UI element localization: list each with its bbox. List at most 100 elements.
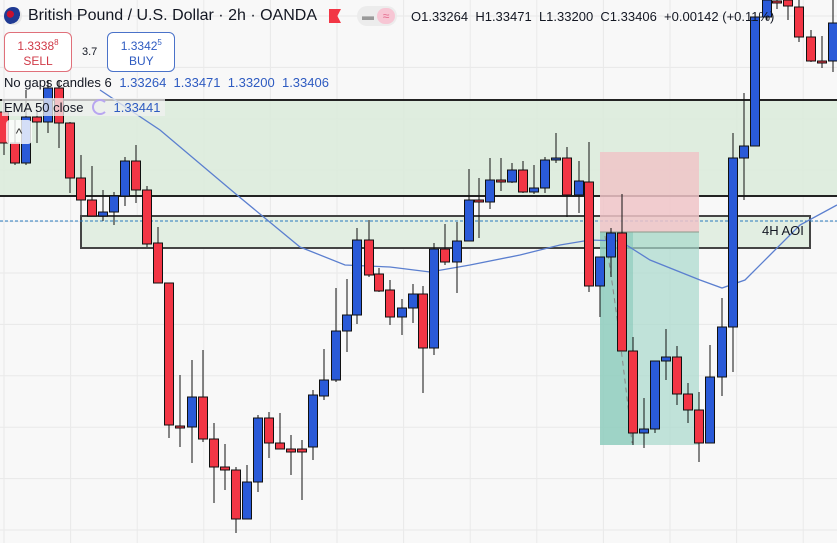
candle-bullish — [574, 180, 584, 196]
candle-bullish — [308, 394, 318, 448]
candle-bearish — [474, 199, 484, 203]
chart-style-toggle[interactable]: ▬ ≈ — [356, 6, 397, 26]
candle-bullish — [507, 169, 517, 183]
buy-price-pip: 5 — [157, 38, 162, 47]
buy-button[interactable]: 1.33425 BUY — [107, 32, 176, 72]
ema-line — [99, 89, 837, 289]
candle-bearish — [264, 417, 274, 444]
sell-label: SELL — [23, 54, 53, 68]
candle-bearish — [231, 469, 241, 520]
candle-bearish — [806, 36, 816, 62]
aoi-label: 4H AOI — [762, 223, 804, 238]
indicator-no-gaps-candles[interactable]: No gaps candles 6 1.33264 1.33471 1.3320… — [4, 75, 329, 90]
candle-bearish — [198, 396, 208, 440]
candle-bearish — [584, 181, 594, 287]
candle-bearish — [209, 438, 219, 468]
close-value: C1.33406 — [600, 8, 657, 24]
candle-bearish — [617, 232, 627, 352]
candle-bearish — [783, 0, 793, 7]
candle-bearish — [418, 293, 428, 349]
candle-bearish — [65, 122, 75, 179]
candle-bullish — [650, 360, 660, 430]
candle-bearish — [153, 242, 163, 284]
candle-bearish — [297, 448, 307, 453]
symbol-header: British Pound / U.S. Dollar · 2h · OANDA… — [4, 6, 774, 26]
indicator-value: 1.33441 — [113, 100, 161, 115]
candle-bearish — [175, 425, 185, 429]
take-profit-filled — [600, 232, 633, 445]
candle-bullish — [408, 293, 418, 309]
loading-icon — [91, 99, 108, 115]
candle-bullish — [352, 239, 362, 316]
candle-bullish — [98, 211, 108, 217]
symbol-title[interactable]: British Pound / U.S. Dollar · 2h · OANDA — [28, 7, 317, 24]
candle-bullish — [762, 0, 772, 18]
candle-bearish — [76, 177, 86, 201]
candle-bearish — [364, 239, 374, 276]
candle-bearish — [817, 60, 827, 64]
candle-bullish — [828, 22, 837, 62]
sell-button[interactable]: 1.33388 SELL — [4, 32, 72, 72]
candle-bearish — [694, 409, 704, 444]
candle-bearish — [164, 282, 174, 426]
wave-icon[interactable]: ≈ — [376, 8, 395, 24]
candle-bearish — [275, 442, 285, 450]
low-value: L1.33200 — [538, 8, 594, 24]
candle-bullish — [120, 160, 130, 197]
candle-bullish — [187, 396, 197, 428]
candle-bullish — [639, 428, 649, 434]
candle-bearish — [496, 179, 506, 183]
candle-bullish — [242, 481, 252, 520]
trade-panel: 1.33388 SELL 3.7 1.33425 BUY — [4, 32, 176, 72]
line-style-icon[interactable]: ▬ — [361, 9, 374, 23]
candle-bullish — [109, 195, 119, 213]
candle-bullish — [661, 356, 671, 362]
candle-bearish — [87, 199, 97, 217]
candle-bearish — [683, 393, 693, 411]
candle-bearish — [518, 169, 528, 193]
candle-bullish — [464, 199, 474, 242]
candle-bullish — [606, 232, 616, 258]
candle-bullish — [529, 187, 539, 193]
candle-bearish — [220, 466, 230, 471]
indicator-name: No gaps candles 6 — [4, 75, 112, 90]
candle-bearish — [794, 6, 804, 38]
candle-bearish — [772, 0, 782, 4]
indicator-ema[interactable]: EMA 50 close 1.33441 — [2, 98, 165, 116]
gbp-usd-flag-icon — [4, 7, 22, 25]
indicator-name: EMA 50 close — [4, 100, 84, 115]
change-value: +0.00142 (+0.11%) — [664, 8, 775, 24]
candle-bearish — [440, 248, 450, 263]
buy-price: 1.3342 — [120, 39, 158, 53]
candle-bullish — [728, 157, 738, 328]
candle-bullish — [551, 157, 561, 161]
candle-bullish — [331, 330, 341, 381]
candle-bearish — [628, 350, 638, 434]
collapse-legend-button[interactable]: ^ — [6, 120, 32, 144]
bookmark-flag-icon[interactable] — [328, 9, 341, 23]
buy-label: BUY — [128, 54, 154, 68]
indicator-values: 1.33264 1.33471 1.33200 1.33406 — [119, 75, 329, 90]
candle-bearish — [374, 273, 384, 292]
open-value: O1.33264 — [410, 8, 469, 24]
candle-bullish — [705, 376, 715, 444]
candle-bullish — [342, 314, 352, 332]
candle-bullish — [397, 307, 407, 318]
sell-price: 1.3338 — [17, 39, 55, 53]
candle-bearish — [672, 356, 682, 395]
candle-bullish — [540, 159, 550, 189]
candle-bearish — [10, 142, 20, 164]
candle-bullish — [717, 326, 727, 378]
candle-bearish — [32, 116, 42, 123]
candle-bearish — [131, 160, 141, 191]
candle-bullish — [595, 256, 605, 287]
candle-bullish — [253, 417, 263, 483]
candle-bearish — [562, 157, 572, 196]
candle-bullish — [452, 240, 462, 263]
ohlc-readout: O1.33264 H1.33471 L1.33200 C1.33406 +0.0… — [411, 9, 774, 24]
sell-price-pip: 8 — [54, 38, 59, 47]
candle-bullish — [485, 179, 495, 203]
spread-value: 3.7 — [82, 46, 98, 58]
candle-bullish — [739, 145, 749, 159]
